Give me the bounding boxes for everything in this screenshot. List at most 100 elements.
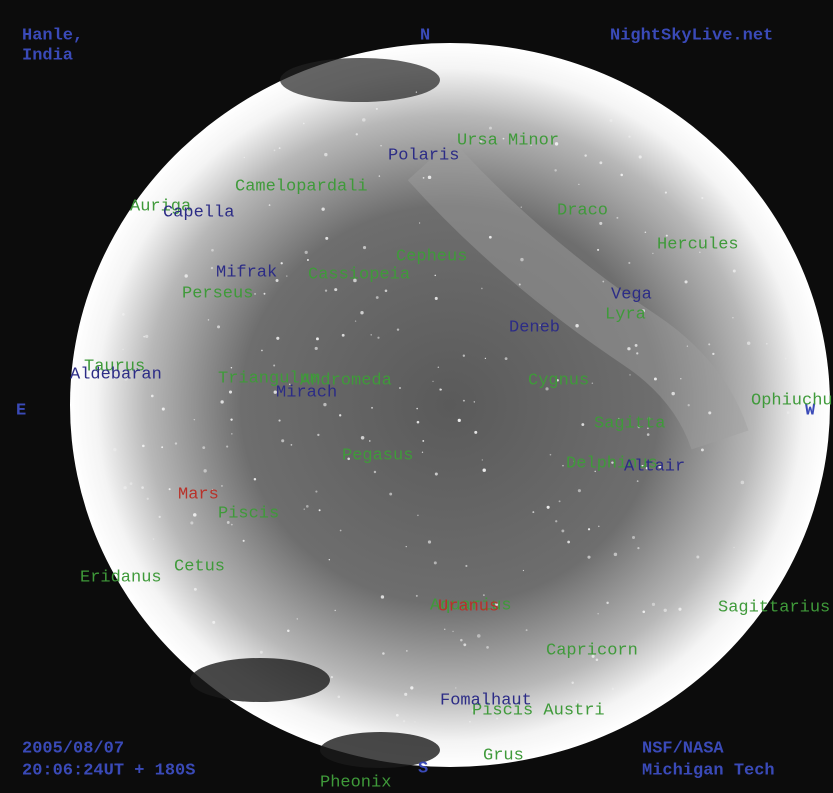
star-dot — [684, 280, 688, 284]
star-dot — [740, 480, 745, 485]
constellation-label: Cassiopeia — [308, 265, 410, 284]
star-dot — [597, 248, 600, 251]
star-dot — [646, 433, 650, 436]
star-dot — [193, 513, 197, 517]
star-dot — [278, 419, 281, 422]
star-dot — [371, 406, 373, 409]
star-dot — [318, 509, 321, 512]
star-dot — [708, 343, 711, 346]
star-dot — [599, 161, 603, 165]
star-dot — [382, 652, 385, 655]
star-dot — [275, 279, 279, 283]
star-dot — [647, 417, 651, 421]
star-dot — [380, 145, 382, 147]
star-dot — [405, 546, 407, 548]
star-dot — [489, 126, 492, 130]
star-dot — [226, 445, 229, 448]
star-dot — [678, 607, 682, 611]
star-dot — [263, 292, 266, 295]
star-dot — [696, 555, 700, 559]
star-dot — [484, 357, 487, 360]
constellation-label: Auriga — [130, 197, 191, 216]
star-dot — [360, 311, 364, 315]
star-dot — [296, 618, 298, 620]
star-dot — [273, 149, 276, 152]
star-dot — [421, 451, 424, 453]
star-dot — [437, 366, 440, 368]
star-dot — [384, 289, 388, 293]
star-dot — [395, 713, 399, 717]
constellation-label: Andromeda — [300, 371, 392, 390]
constellation-label: Ursa Minor — [457, 131, 559, 150]
star-dot — [152, 538, 155, 540]
star-dot — [474, 430, 478, 434]
star-dot — [637, 425, 641, 429]
star-dot — [432, 380, 434, 383]
star-dot — [597, 613, 599, 615]
horizon-shadow — [280, 58, 440, 102]
star-label: Vega — [611, 285, 652, 304]
star-dot — [457, 418, 461, 423]
star-dot — [465, 564, 468, 567]
star-dot — [242, 539, 245, 542]
star-dot — [595, 658, 599, 662]
star-dot — [627, 347, 631, 351]
star-dot — [304, 250, 308, 254]
star-dot — [375, 107, 378, 110]
star-dot — [463, 643, 467, 647]
star-dot — [355, 133, 358, 136]
star-dot — [663, 608, 667, 612]
star-dot — [129, 482, 133, 486]
star-dot — [611, 461, 614, 464]
milky-way — [407, 139, 749, 451]
star-dot — [370, 334, 372, 336]
star-label: Polaris — [388, 146, 459, 165]
star-dot — [354, 320, 357, 322]
star-dot — [520, 257, 524, 262]
star-dot — [323, 402, 327, 407]
constellation-label: Piscis — [218, 504, 279, 523]
star-dot — [462, 399, 465, 402]
star-dot — [578, 183, 580, 185]
star-dot — [439, 388, 442, 391]
star-dot — [613, 552, 618, 557]
star-dot — [230, 523, 233, 526]
star-dot — [410, 686, 414, 690]
star-dot — [558, 500, 561, 503]
star-dot — [317, 433, 320, 437]
star-dot — [554, 142, 559, 146]
star-dot — [471, 709, 475, 712]
star-dot — [476, 634, 481, 638]
star-dot — [455, 687, 457, 689]
star-dot — [422, 440, 425, 442]
star-dot — [402, 720, 406, 723]
star-dot — [276, 336, 280, 340]
star-dot — [280, 262, 283, 265]
star-field — [113, 91, 790, 723]
star-dot — [396, 328, 400, 331]
star-dot — [598, 525, 600, 528]
star-dot — [124, 377, 128, 381]
star-dot — [161, 407, 165, 411]
star-dot — [687, 404, 690, 407]
star-dot — [641, 309, 646, 313]
constellation-label: Perseus — [182, 284, 253, 303]
star-dot — [587, 528, 591, 531]
star-dot — [303, 508, 305, 510]
star-dot — [652, 252, 654, 255]
constellation-label: Camelopardali — [235, 177, 368, 196]
star-dot — [228, 390, 233, 394]
constellation-label: Delphinus — [566, 454, 658, 473]
star-dot — [786, 411, 790, 414]
horizon-shadow — [190, 658, 330, 702]
corner-label: Hanle, — [22, 26, 83, 45]
star-dot — [377, 336, 380, 339]
star-dot — [680, 378, 682, 380]
corner-label: 20:06:24UT + 180S — [22, 761, 195, 780]
star-dot — [360, 436, 365, 440]
star-dot — [404, 692, 408, 696]
star-dot — [217, 325, 221, 329]
star-dot — [305, 505, 309, 508]
star-dot — [701, 196, 704, 200]
star-dot — [594, 470, 597, 473]
